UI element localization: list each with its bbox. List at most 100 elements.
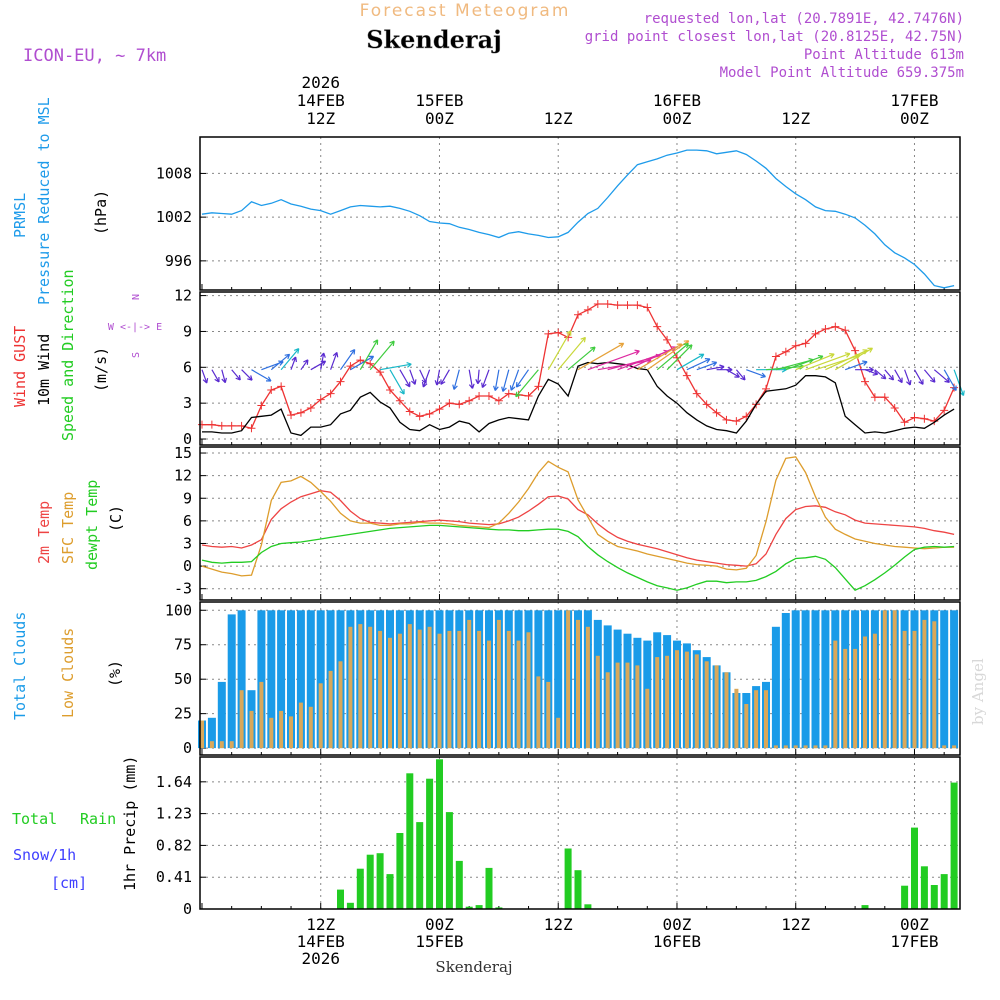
gust-point xyxy=(237,421,246,430)
rain-bar xyxy=(911,827,918,909)
precip-labels: Total Rain Snow/1h [cm] 1hr Precip (mm) xyxy=(12,756,139,892)
low-cloud-bar xyxy=(655,657,660,749)
wind-arrow xyxy=(587,349,640,371)
rain-bar xyxy=(485,867,493,909)
sfc-temp-label: SFC Temp xyxy=(59,492,77,564)
gust-point xyxy=(494,396,503,405)
gust-point xyxy=(465,396,474,405)
panel-frame xyxy=(199,756,961,910)
gust-point xyxy=(781,347,790,356)
top-time-label: 17FEB xyxy=(890,91,938,110)
product-title: Forecast Meteogram xyxy=(360,1,571,21)
rain-bar xyxy=(445,812,453,909)
low-cloud-bar xyxy=(764,690,768,749)
wind-gust-label: Wind GUST xyxy=(11,326,29,407)
low-cloud-bar xyxy=(773,745,778,749)
wind-arrow xyxy=(340,348,356,371)
wind-arrow xyxy=(735,369,746,381)
series-dewpt-temp xyxy=(201,524,955,591)
low-cloud-bar xyxy=(882,610,887,749)
temperature-panel: -3 0 3 6 9 12 15 xyxy=(174,444,961,601)
low-cloud-bar xyxy=(457,630,462,749)
wind-arrow xyxy=(440,369,450,385)
series-2m-temp xyxy=(201,490,955,567)
wind-arrow xyxy=(434,369,441,386)
wind-arrow xyxy=(515,369,529,388)
ytick-label: 75 xyxy=(174,636,192,654)
rain-bar xyxy=(495,907,503,909)
gust-point xyxy=(653,322,662,331)
rain-bar xyxy=(475,905,483,909)
gust-point xyxy=(287,411,296,420)
bottom-time-label: 14FEB xyxy=(297,932,345,951)
total-cloud-bar xyxy=(296,610,305,749)
gust-point xyxy=(920,414,929,423)
gust-point xyxy=(831,322,840,331)
series-sfc-temp xyxy=(201,456,955,577)
low-cloud-bar xyxy=(665,655,670,749)
ytick-label: 25 xyxy=(174,705,192,723)
low-cloud-bar xyxy=(467,619,472,749)
top-time-label: 12Z xyxy=(544,109,573,128)
gust-point xyxy=(861,377,869,386)
low-cloud-bar xyxy=(952,745,957,749)
bottom-time-label: 16FEB xyxy=(653,932,701,951)
total-cloud-bar xyxy=(207,717,216,749)
wind-arrow xyxy=(716,366,733,373)
low-cloud-bar xyxy=(298,702,303,749)
low-cloud-bar xyxy=(694,654,699,749)
low-cloud-bar xyxy=(318,683,323,749)
wind-arrow xyxy=(452,369,460,390)
ytick-label: 9 xyxy=(183,489,192,507)
low-cloud-bar xyxy=(902,630,907,749)
wind-arrow xyxy=(270,353,291,371)
ytick-label: 1008 xyxy=(156,164,192,182)
ytick-label: 0.82 xyxy=(156,836,192,854)
wind-arrow xyxy=(330,351,339,370)
wind-arrow xyxy=(300,359,309,371)
gust-point xyxy=(277,382,286,391)
low-cloud-bar xyxy=(803,745,808,749)
bottom-time-label: 00Z xyxy=(900,915,929,934)
dewpt-label: dewpt Temp xyxy=(83,480,101,570)
wind-arrow xyxy=(894,369,903,384)
low-cloud-bar xyxy=(249,710,254,749)
top-time-label: 14FEB xyxy=(297,91,345,110)
rain-bar xyxy=(574,870,582,909)
gust-point xyxy=(771,352,780,361)
gust-point xyxy=(880,393,889,402)
ytick-label: 12 xyxy=(174,467,192,485)
rain-bar xyxy=(901,885,909,909)
total-cloud-bar xyxy=(277,610,286,749)
total-cloud-bar xyxy=(267,610,276,749)
snow-unit-label: [cm] xyxy=(51,874,87,892)
series-10m-wind xyxy=(202,361,955,437)
top-time-label: 12Z xyxy=(781,109,810,128)
bottom-time-label: 17FEB xyxy=(890,932,938,951)
rain-bar xyxy=(416,822,424,909)
low-cloud-bar xyxy=(338,661,343,749)
low-cloud-bar xyxy=(704,661,709,749)
low-cloud-bar xyxy=(427,626,432,749)
low-cloud-bar xyxy=(477,630,482,749)
gust-point xyxy=(425,409,434,418)
ytick-label: 6 xyxy=(183,512,192,530)
pressure-panel: 996 1002 1008 xyxy=(156,136,961,291)
low-cloud-bar xyxy=(378,630,383,749)
gust-point xyxy=(821,325,830,334)
gust-point xyxy=(257,401,266,410)
gust-point xyxy=(336,377,345,386)
low-cloud-bar xyxy=(863,636,867,749)
gust-point xyxy=(475,391,484,400)
ytick-label: 15 xyxy=(174,444,192,462)
low-cloud-bar xyxy=(932,621,937,749)
gust-point xyxy=(405,407,414,416)
precip-unit-label: 1hr Precip (mm) xyxy=(121,756,139,891)
low-cloud-bar xyxy=(447,630,452,749)
rain-bar xyxy=(930,885,938,909)
wind-arrow xyxy=(696,361,718,371)
low-cloud-bar xyxy=(813,745,818,749)
gust-point xyxy=(544,329,553,338)
